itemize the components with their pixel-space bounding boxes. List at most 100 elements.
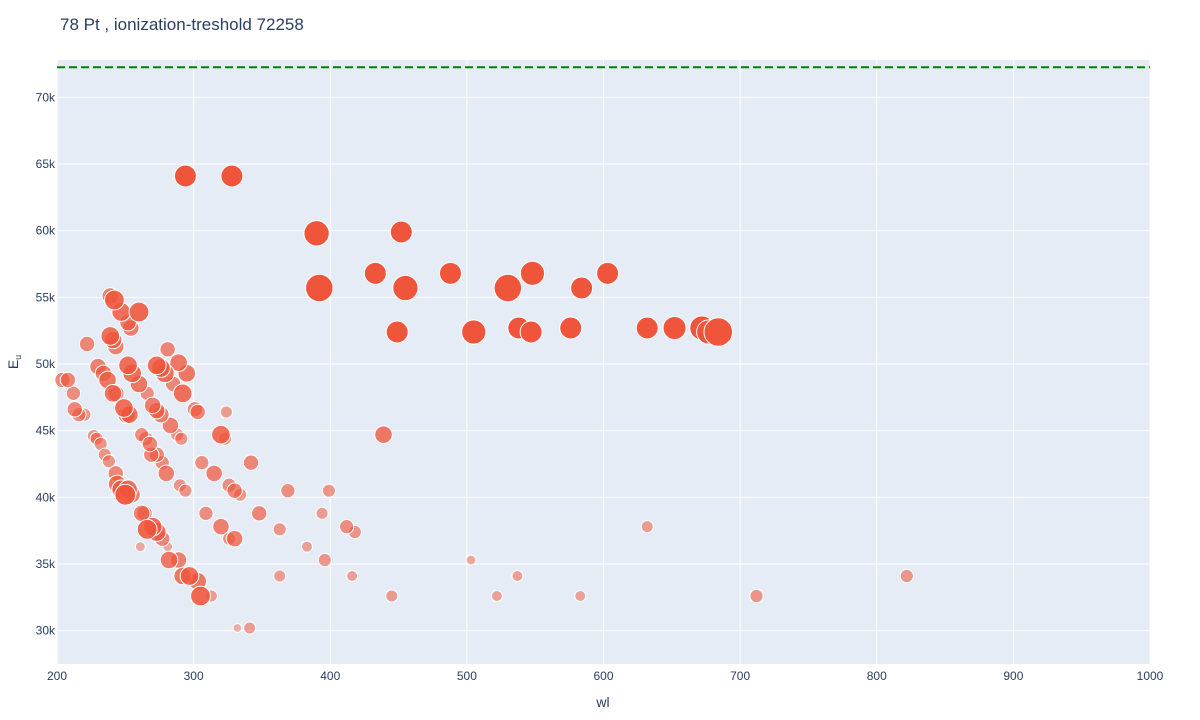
chart-title: 78 Pt , ionization-treshold 72258 — [60, 15, 304, 34]
data-point — [114, 483, 137, 506]
data-point — [100, 326, 121, 346]
data-point — [596, 261, 620, 285]
data-point — [211, 424, 231, 445]
data-point — [179, 566, 200, 586]
data-point — [662, 315, 687, 341]
x-tick-label: 900 — [1003, 669, 1023, 683]
data-point — [194, 455, 210, 471]
data-point — [159, 550, 179, 570]
x-tick-label: 800 — [867, 669, 887, 683]
data-point — [635, 316, 659, 340]
y-tick-label: 35k — [36, 557, 56, 571]
y-axis-label-sub: u — [13, 355, 23, 360]
data-point — [172, 383, 193, 404]
data-point — [559, 316, 583, 340]
x-tick-label: 200 — [47, 669, 67, 683]
data-point — [220, 164, 244, 188]
data-point — [346, 570, 359, 582]
data-point — [493, 273, 523, 303]
data-point — [317, 552, 332, 568]
data-point — [232, 623, 243, 633]
x-tick-label: 600 — [593, 669, 613, 683]
data-point — [389, 220, 413, 244]
data-point — [899, 568, 914, 584]
y-tick-label: 50k — [36, 357, 56, 371]
data-point — [338, 519, 355, 535]
data-point — [519, 260, 546, 286]
data-point — [128, 301, 150, 323]
data-point — [65, 385, 82, 401]
y-tick-label: 40k — [36, 490, 56, 504]
x-tick-label: 1000 — [1137, 669, 1164, 683]
data-point — [178, 483, 193, 498]
data-point — [392, 274, 419, 302]
data-point — [272, 522, 287, 537]
data-point — [66, 401, 83, 418]
data-point — [315, 506, 329, 520]
data-point — [273, 569, 287, 583]
data-point — [190, 585, 211, 607]
data-point — [174, 431, 189, 446]
data-point — [141, 435, 159, 453]
data-point — [101, 454, 117, 469]
y-tick-label: 30k — [36, 624, 56, 638]
data-point — [465, 554, 477, 566]
data-point — [438, 261, 462, 285]
y-axis-ticks: 30k 35k 40k 45k 50k 55k 60k 65k 70k — [36, 90, 56, 637]
data-point — [103, 384, 123, 403]
data-point — [146, 355, 167, 376]
x-tick-label: 500 — [457, 669, 477, 683]
data-point — [461, 319, 487, 345]
data-point — [385, 320, 409, 344]
data-point — [136, 518, 158, 540]
data-point — [78, 335, 96, 353]
data-point — [118, 355, 138, 376]
data-point — [103, 289, 125, 311]
x-axis-label: wl — [595, 694, 609, 710]
data-point — [301, 540, 314, 553]
data-point — [157, 464, 176, 483]
data-point — [640, 520, 654, 534]
y-axis-label: Eu — [5, 355, 23, 369]
data-point — [198, 505, 214, 521]
y-tick-label: 55k — [36, 290, 56, 304]
data-point — [242, 454, 260, 471]
data-point — [303, 220, 330, 247]
data-point — [519, 320, 543, 344]
data-point — [143, 396, 162, 415]
data-point — [205, 464, 223, 483]
grid-lines — [56, 60, 1151, 664]
y-tick-label: 70k — [36, 90, 56, 104]
data-point — [385, 589, 399, 603]
data-point — [169, 353, 188, 372]
data-point — [212, 517, 230, 536]
data-point — [490, 590, 503, 602]
data-point — [226, 482, 243, 499]
data-point — [703, 317, 734, 347]
data-point — [363, 261, 387, 285]
data-point — [134, 541, 146, 553]
data-point — [225, 529, 244, 548]
data-point — [114, 398, 134, 418]
data-point — [511, 570, 524, 582]
y-tick-label: 60k — [36, 224, 56, 238]
data-point — [243, 621, 257, 635]
data-points — [54, 164, 914, 635]
data-point — [251, 505, 268, 522]
data-point — [374, 425, 393, 444]
data-point — [59, 371, 77, 389]
data-point — [159, 341, 176, 358]
x-tick-label: 300 — [184, 669, 204, 683]
y-tick-label: 65k — [36, 157, 56, 171]
data-point — [321, 483, 336, 498]
data-point — [173, 164, 197, 188]
y-tick-label: 45k — [36, 424, 56, 438]
data-point — [305, 273, 334, 303]
data-point — [570, 276, 594, 300]
data-point — [574, 590, 587, 602]
data-point — [749, 588, 764, 604]
data-point — [189, 403, 206, 421]
y-axis-label-main: E — [5, 360, 21, 369]
data-point — [280, 483, 296, 499]
